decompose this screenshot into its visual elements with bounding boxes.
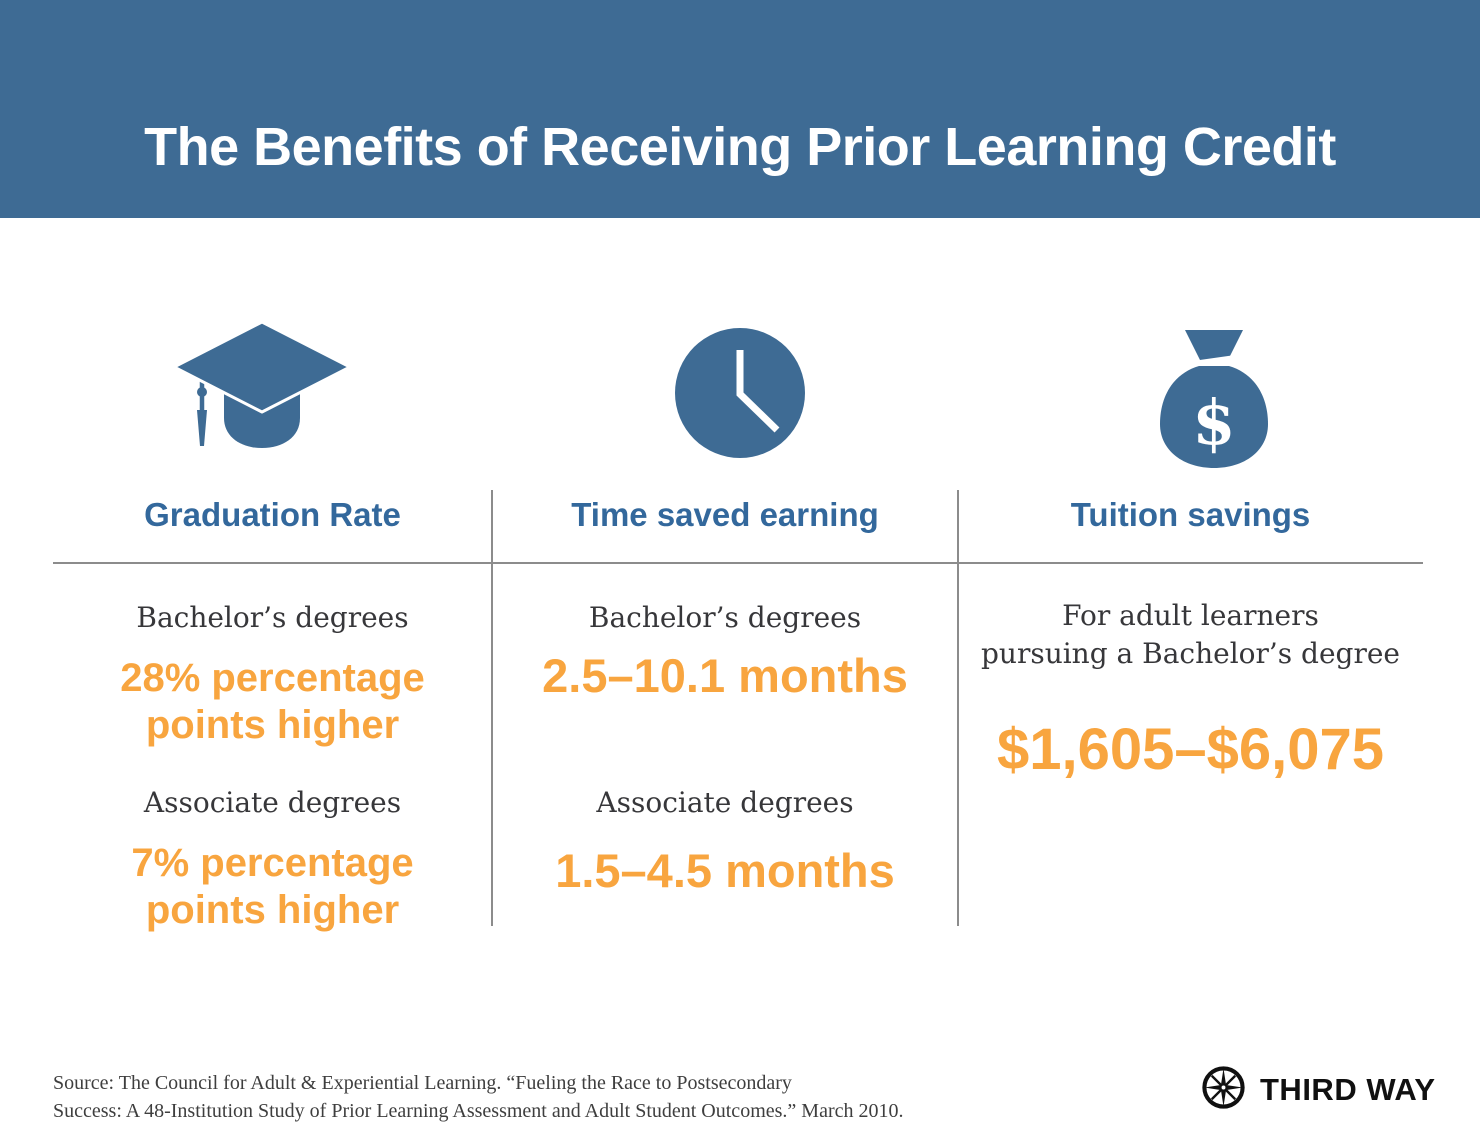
source-citation: Source: The Council for Adult & Experien…	[53, 1072, 904, 1122]
time-bachelors-label: Bachelor’s degrees	[588, 601, 862, 634]
compass-icon	[1200, 1064, 1247, 1116]
thirdway-logo: THIRD WAY	[1200, 1064, 1436, 1116]
grad-associate-label: Associate degrees	[143, 786, 402, 819]
time-bachelors-stat: 2.5–10.1 months	[542, 649, 908, 702]
tuition-audience-label: For adult learners pursuing a Bachelor’s…	[980, 599, 1400, 670]
svg-text:$: $	[1192, 386, 1235, 459]
grad-bachelors-label: Bachelor’s degrees	[136, 601, 409, 634]
time-associate-stat: 1.5–4.5 months	[555, 844, 895, 897]
money-bag-icon: $	[1158, 330, 1270, 475]
page-title: The Benefits of Receiving Prior Learning…	[144, 117, 1336, 177]
vertical-divider-2	[957, 490, 959, 926]
column-title-tuition-savings: Tuition savings	[1070, 496, 1311, 533]
time-associate-label: Associate degrees	[596, 786, 854, 819]
horizontal-divider	[53, 562, 1423, 564]
grad-associate-stat: 7% percentage points higher	[131, 841, 414, 932]
column-title-graduation-rate: Graduation Rate	[144, 496, 401, 533]
grad-bachelors-stat: 28% percentage points higher	[120, 656, 425, 747]
header-band: The Benefits of Receiving Prior Learning…	[0, 0, 1480, 218]
thirdway-wordmark: THIRD WAY	[1260, 1072, 1436, 1107]
graduation-cap-icon	[172, 320, 352, 457]
tuition-savings-stat: $1,605–$6,075	[996, 717, 1385, 782]
vertical-divider-1	[491, 490, 493, 926]
column-title-time-saved: Time saved earning	[571, 496, 879, 533]
clock-icon	[673, 326, 807, 465]
